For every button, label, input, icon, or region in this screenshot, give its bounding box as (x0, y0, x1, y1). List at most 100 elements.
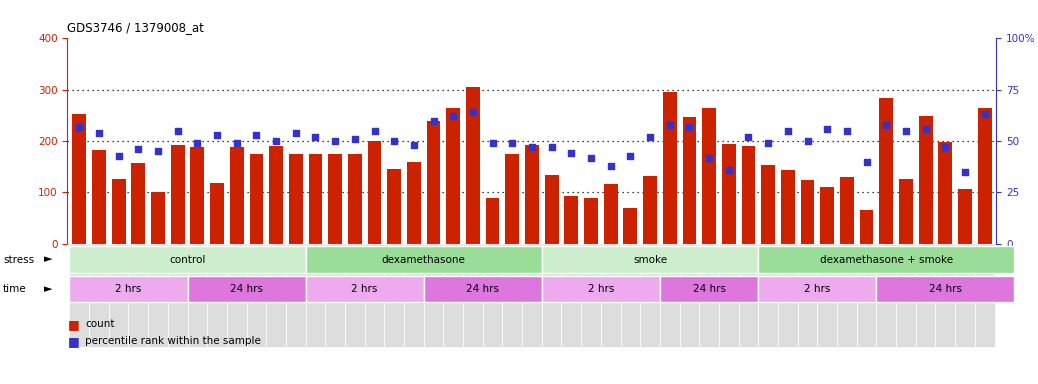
Bar (227, 244, 247, 347)
Bar (565, 195, 578, 244)
Point (366, 128, 383, 134)
Bar (191, 147, 204, 244)
Bar (446, 108, 460, 244)
Point (71, 124, 87, 130)
Bar (367, 141, 381, 244)
Bar (148, 244, 168, 347)
Bar (876, 276, 1014, 303)
Point (878, 122, 895, 128)
Point (209, 132, 225, 138)
Bar (404, 244, 424, 347)
Point (563, 151, 579, 157)
Bar (660, 276, 759, 303)
Bar (820, 187, 835, 244)
Bar (483, 244, 502, 347)
Bar (759, 276, 876, 303)
Text: 2 hrs: 2 hrs (352, 284, 378, 294)
Point (740, 134, 757, 140)
Text: percentile rank within the sample: percentile rank within the sample (85, 336, 261, 346)
Bar (644, 176, 657, 244)
Bar (899, 179, 912, 244)
Point (918, 126, 934, 132)
Text: dexamethasone: dexamethasone (382, 255, 466, 265)
Point (760, 140, 776, 146)
Bar (269, 146, 283, 244)
Bar (305, 276, 424, 303)
Point (406, 142, 422, 148)
Bar (876, 244, 896, 347)
Point (799, 138, 816, 144)
Bar (92, 150, 106, 244)
Bar (759, 246, 1014, 273)
Point (268, 138, 284, 144)
Bar (112, 179, 126, 244)
Bar (879, 98, 893, 244)
Bar (817, 244, 837, 347)
Bar (305, 246, 542, 273)
Bar (285, 244, 305, 347)
Bar (424, 276, 542, 303)
Bar (545, 175, 558, 244)
Bar (506, 154, 519, 244)
Bar (208, 244, 227, 347)
Point (937, 144, 954, 151)
Bar (958, 189, 972, 244)
Text: 2 hrs: 2 hrs (115, 284, 141, 294)
Bar (739, 244, 759, 347)
Text: 24 hrs: 24 hrs (692, 284, 726, 294)
Bar (703, 108, 716, 244)
Bar (581, 244, 601, 347)
Point (169, 128, 186, 134)
Point (485, 140, 501, 146)
Bar (955, 244, 975, 347)
Bar (486, 198, 499, 244)
Bar (502, 244, 522, 347)
Point (582, 154, 599, 161)
Bar (229, 147, 244, 244)
Point (780, 128, 796, 134)
Bar (348, 154, 361, 244)
Text: ■: ■ (67, 335, 79, 348)
Bar (424, 244, 443, 347)
Point (110, 152, 127, 159)
Bar (289, 154, 303, 244)
Point (149, 148, 166, 154)
Bar (919, 116, 932, 244)
Bar (345, 244, 364, 347)
Bar (759, 244, 778, 347)
Bar (975, 244, 994, 347)
Bar (601, 244, 621, 347)
Bar (721, 144, 736, 244)
Point (524, 144, 541, 151)
Bar (305, 244, 325, 347)
Bar (168, 244, 188, 347)
Bar (427, 121, 440, 244)
Bar (542, 244, 562, 347)
Bar (938, 142, 952, 244)
Point (858, 159, 875, 165)
Bar (683, 117, 696, 244)
Bar (859, 210, 873, 244)
Bar (89, 244, 109, 347)
Bar (542, 276, 660, 303)
Bar (325, 244, 345, 347)
Bar (267, 244, 285, 347)
Bar (604, 184, 618, 244)
Text: control: control (169, 255, 206, 265)
Bar (719, 244, 739, 347)
Point (465, 109, 482, 116)
Point (228, 140, 245, 146)
Point (288, 130, 304, 136)
Bar (466, 87, 480, 244)
Text: dexamethasone + smoke: dexamethasone + smoke (820, 255, 953, 265)
Bar (109, 244, 129, 347)
Bar (916, 244, 935, 347)
Bar (210, 183, 224, 244)
Point (957, 169, 974, 175)
Point (307, 134, 324, 140)
Text: ■: ■ (67, 318, 79, 331)
Point (701, 154, 717, 161)
Bar (247, 244, 267, 347)
Point (977, 111, 993, 118)
Bar (542, 246, 759, 273)
